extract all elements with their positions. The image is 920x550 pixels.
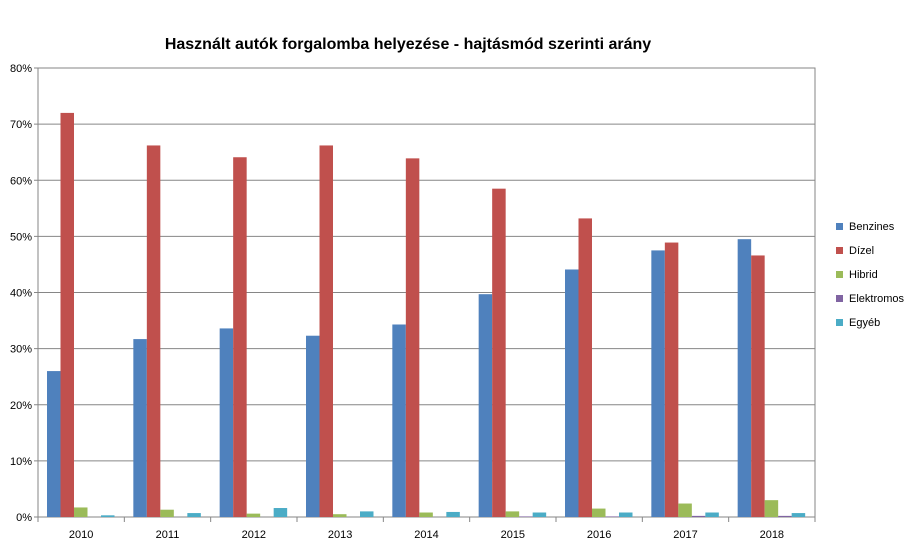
chart-title: Használt autók forgalomba helyezése - ha… [165, 36, 651, 53]
bar-dízel-2018 [751, 255, 765, 517]
x-tick-label: 2014 [414, 529, 438, 541]
bars [47, 112, 806, 518]
y-tick-label: 60% [10, 175, 32, 187]
legend: Benzines Dízel Hibrid Elektromos Egyéb [836, 221, 905, 329]
bar-benzines-2013 [306, 335, 320, 517]
bar-egyéb-2015 [532, 512, 547, 517]
legend-label: Dízel [849, 245, 874, 257]
x-tick-label: 2013 [328, 529, 352, 541]
bar-benzines-2017 [651, 250, 665, 517]
x-tick-label: 2016 [587, 529, 611, 541]
legend-label: Elektromos [849, 293, 905, 305]
bar-dízel-2014 [405, 158, 420, 517]
legend-swatch-hibrid [836, 271, 843, 278]
y-tick-label: 40% [10, 288, 32, 300]
bar-dízel-2013 [319, 145, 333, 517]
bar-benzines-2018 [737, 239, 752, 517]
x-tick-label: 2010 [69, 529, 93, 541]
y-tick-label: 50% [10, 231, 32, 243]
legend-swatch-egyéb [836, 319, 843, 326]
bar-egyéb-2014 [446, 511, 460, 517]
x-tick-label: 2018 [760, 529, 784, 541]
legend-label: Egyéb [849, 317, 880, 329]
bar-dízel-2012 [233, 157, 247, 517]
bar-hibrid-2017 [678, 503, 692, 517]
y-tick-label: 80% [10, 63, 32, 75]
y-tick-label: 0% [16, 512, 32, 524]
bar-egyéb-2017 [705, 512, 719, 517]
bar-egyéb-2013 [360, 511, 374, 517]
x-tick-label: 2011 [156, 529, 180, 541]
legend-swatch-dízel [836, 247, 843, 254]
bar-elektromos-2016 [605, 516, 619, 517]
bar-dízel-2011 [146, 145, 161, 517]
legend-swatch-benzines [836, 223, 843, 230]
y-tick-label: 30% [10, 344, 32, 356]
bar-egyéb-2010 [101, 515, 115, 517]
bar-hibrid-2015 [505, 511, 520, 517]
x-tick-label: 2017 [673, 529, 697, 541]
bar-hibrid-2014 [419, 512, 433, 517]
legend-label: Hibrid [849, 269, 878, 281]
bar-dízel-2010 [60, 112, 74, 518]
legend-swatch-elektromos [836, 295, 843, 302]
legend-label: Benzines [849, 221, 895, 233]
bar-egyéb-2018 [791, 513, 806, 517]
bar-hibrid-2013 [333, 514, 347, 517]
bar-egyéb-2016 [619, 512, 633, 517]
bar-benzines-2016 [565, 269, 579, 517]
bar-hibrid-2018 [764, 500, 779, 517]
gridlines [38, 67, 815, 462]
bar-dízel-2015 [492, 188, 506, 517]
bar-elektromos-2015 [519, 516, 533, 517]
bar-dízel-2017 [664, 242, 679, 517]
y-tick-label: 10% [10, 456, 32, 468]
bar-benzines-2015 [478, 294, 493, 517]
bar-egyéb-2011 [187, 513, 201, 517]
x-tick-label: 2015 [501, 529, 525, 541]
bar-hibrid-2016 [592, 508, 606, 517]
bar-benzines-2014 [392, 324, 406, 517]
bar-benzines-2012 [219, 328, 234, 517]
bar-hibrid-2011 [160, 509, 174, 517]
bar-dízel-2016 [578, 218, 592, 518]
bar-elektromos-2018 [778, 515, 792, 517]
bar-elektromos-2017 [691, 515, 706, 517]
bar-hibrid-2010 [74, 507, 88, 517]
bar-benzines-2011 [133, 339, 147, 517]
y-axis: 0% 10% 20% 30% 40% 50% 60% 70% 80% [10, 63, 38, 524]
y-tick-label: 70% [10, 119, 32, 131]
bar-egyéb-2012 [273, 508, 288, 517]
x-axis: 2010 2011 2012 2013 2014 2015 2016 2017 2018 [37, 517, 816, 541]
x-tick-label: 2012 [242, 529, 266, 541]
bar-hibrid-2012 [246, 513, 261, 517]
y-tick-label: 20% [10, 400, 32, 412]
bar-benzines-2010 [47, 371, 61, 517]
